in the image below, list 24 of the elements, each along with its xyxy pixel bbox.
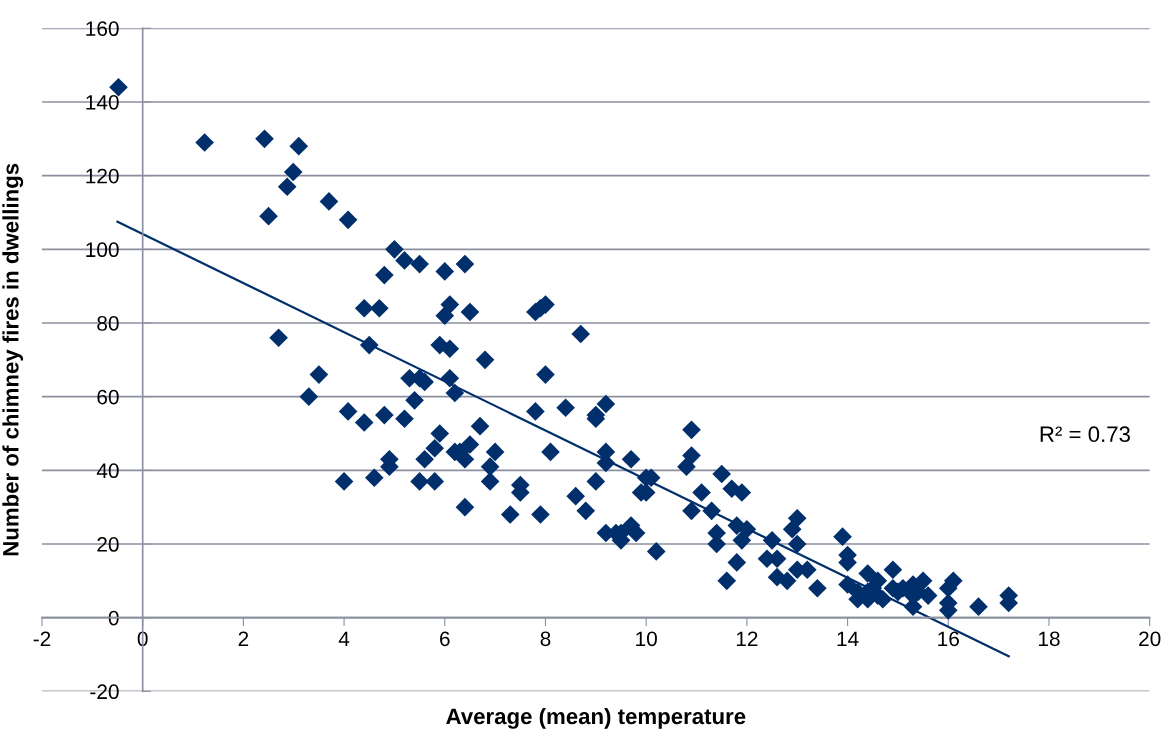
x-tick-label: 4 [338,631,350,646]
x-axis-title: Average (mean) temperature [446,707,746,729]
y-tick-label: 100 [86,242,119,258]
y-tick-label: -20 [90,684,119,700]
y-axis-title: Number of chimney fires in dwellings [2,163,24,556]
x-tick-label: 10 [636,631,657,647]
x-tick-label: 18 [1038,631,1060,647]
y-tick-label: 120 [86,168,119,184]
x-tick-label: 16 [938,631,959,647]
y-tick-label: 80 [97,316,119,331]
y-tick-label: 160 [86,21,119,37]
x-tick-label: 6 [440,631,450,647]
x-tick-label: 12 [736,631,758,646]
y-tick-label: 60 [97,389,119,405]
x-tick-label: -2 [33,631,51,646]
x-tick-label: 20 [1139,631,1161,647]
x-tick-label: 8 [540,631,551,647]
x-tick-label: 14 [837,631,859,646]
y-tick-label: 20 [97,537,119,552]
annotation: R² = 0.73 [1040,426,1130,443]
x-tick-label: 2 [238,631,249,646]
x-tick-label: 0 [137,631,148,647]
y-tick-label: 40 [96,463,119,479]
y-tick-label: 140 [86,94,119,110]
